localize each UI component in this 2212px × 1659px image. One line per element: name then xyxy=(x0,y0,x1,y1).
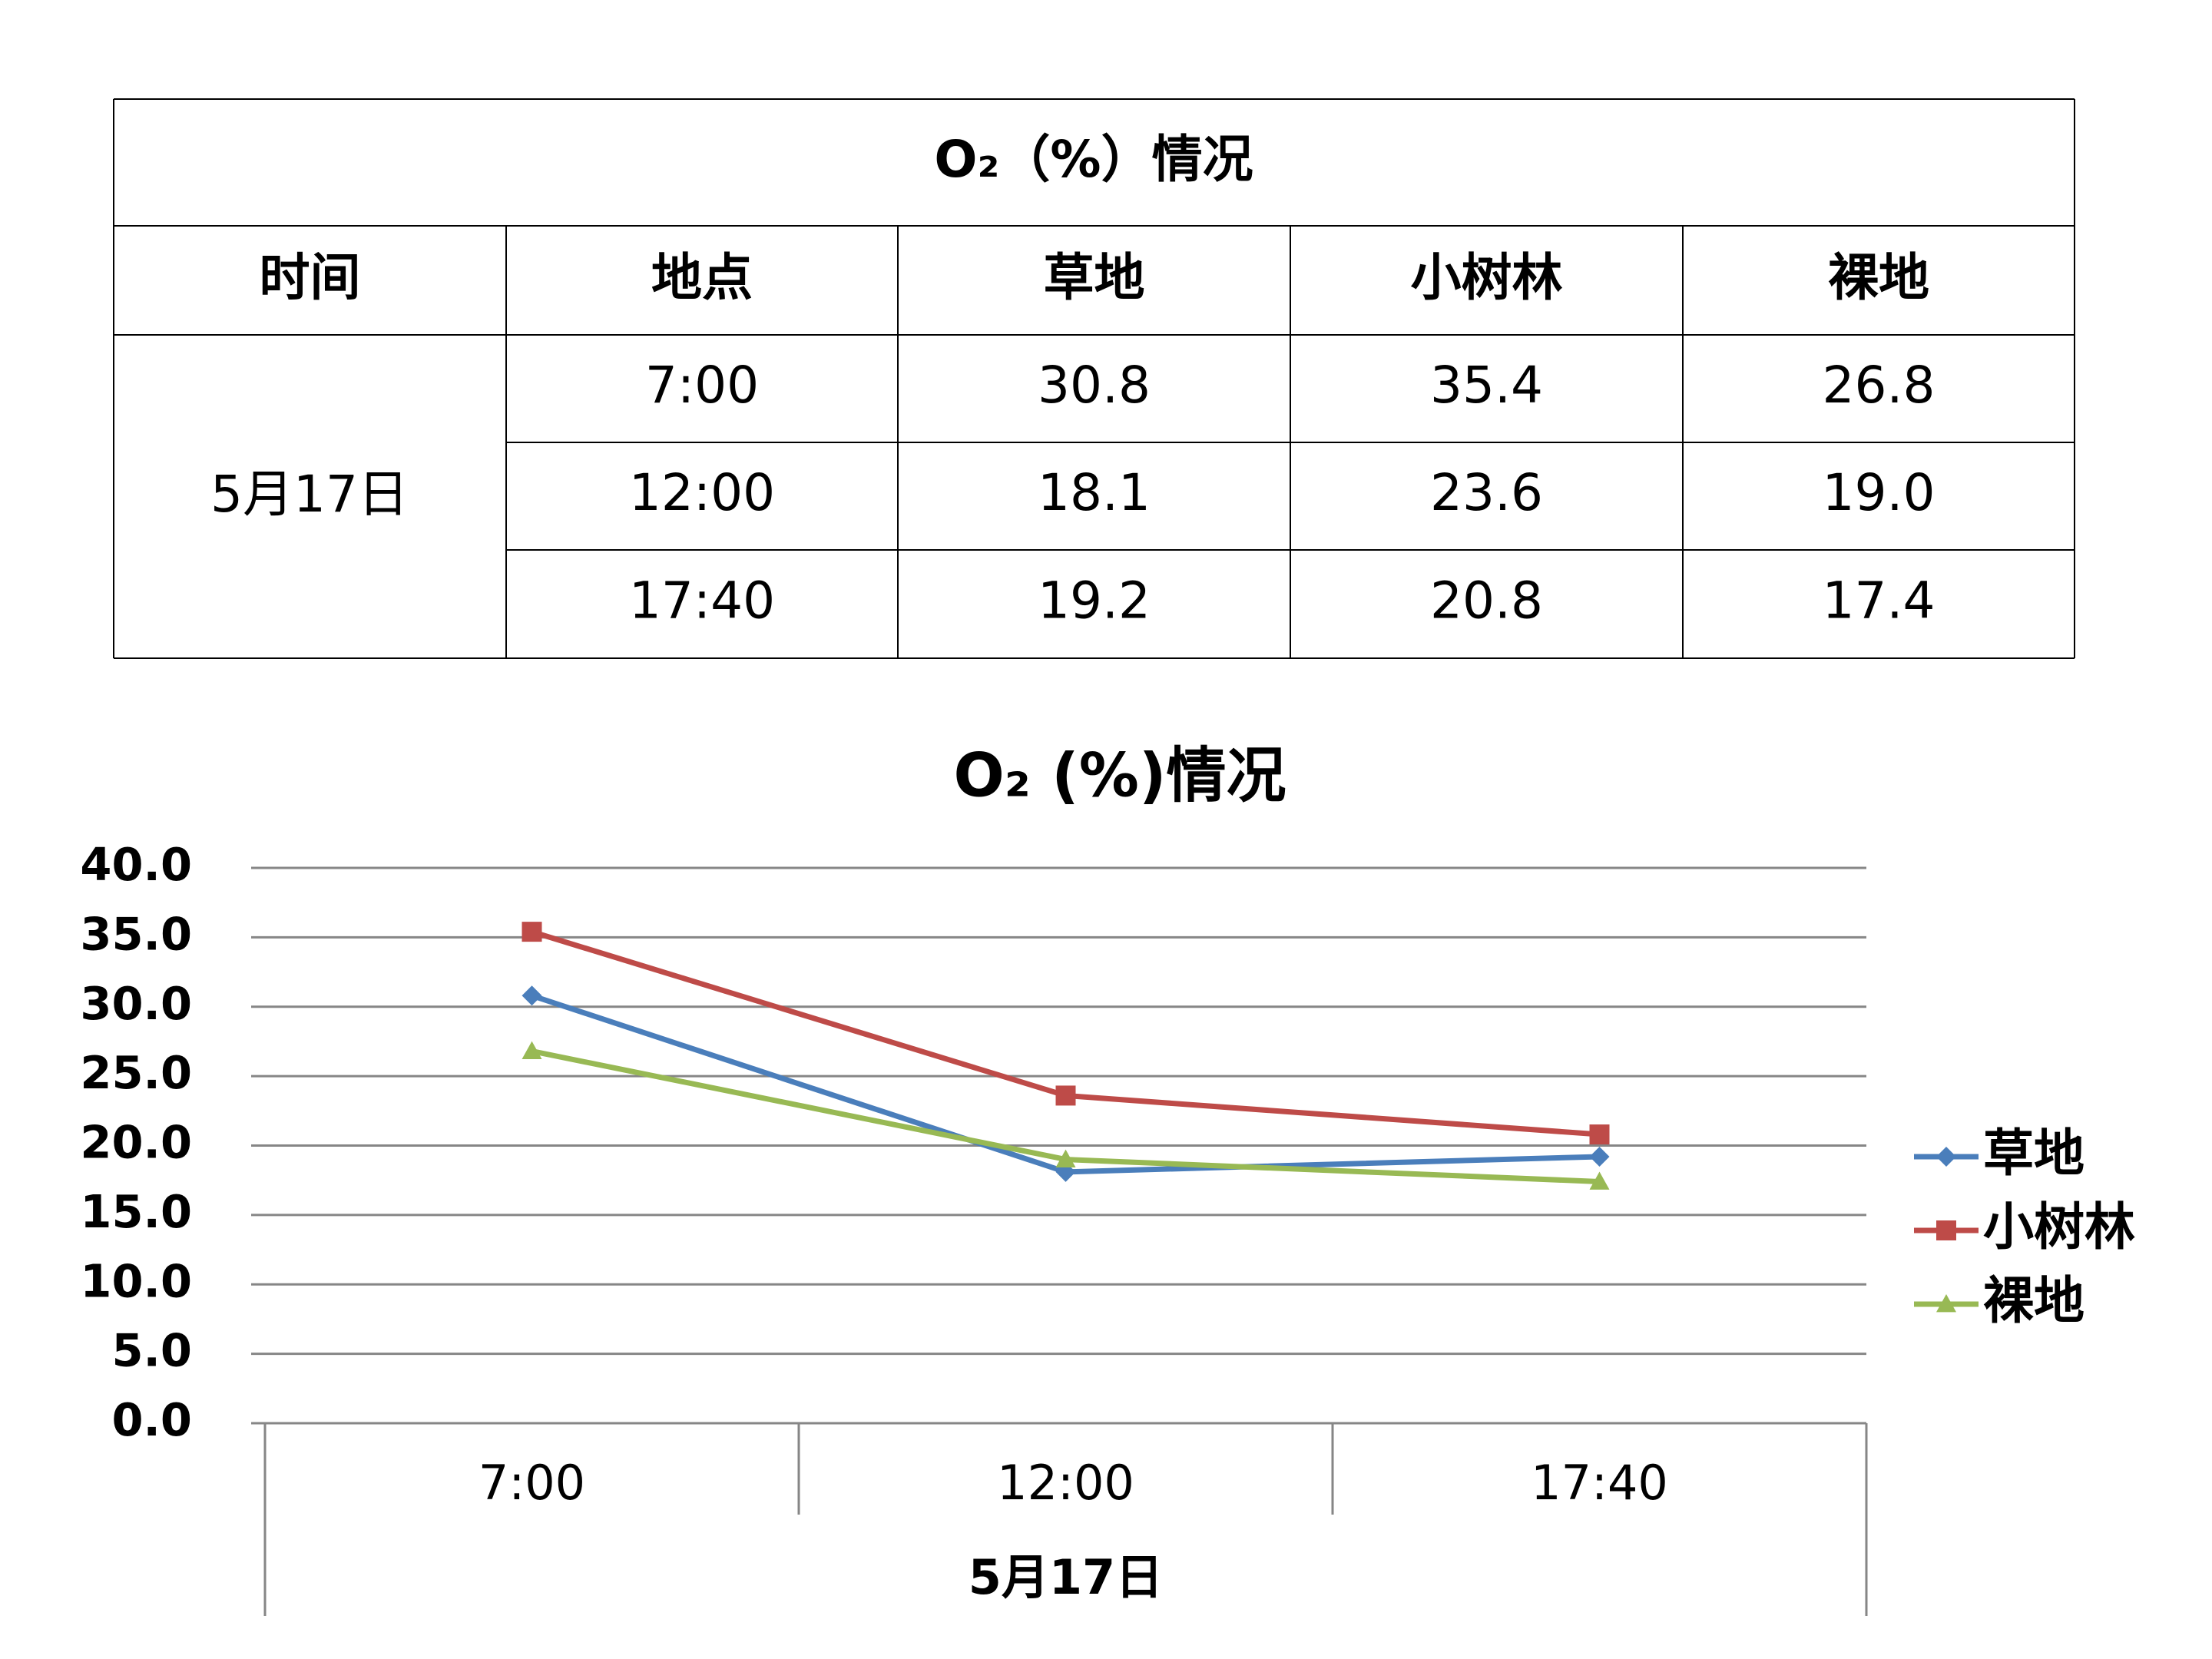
table-header: 小树林 xyxy=(1411,248,1563,307)
table-cell: 30.8 xyxy=(1038,356,1151,415)
x-tick-label: 7:00 xyxy=(478,1455,585,1511)
legend-marker xyxy=(1936,1294,1956,1313)
table-header: 草地 xyxy=(1044,248,1145,307)
point xyxy=(1055,1149,1076,1167)
y-tick-label: 20.0 xyxy=(80,1116,192,1169)
y-tick-label: 5.0 xyxy=(111,1324,192,1377)
y-tick-label: 35.0 xyxy=(80,907,192,960)
table-header: 时间 xyxy=(260,248,361,307)
legend-label: 裸地 xyxy=(1983,1271,2085,1330)
y-tick-label: 40.0 xyxy=(80,838,192,891)
table-cell: 17.4 xyxy=(1823,571,1936,631)
y-tick-label: 25.0 xyxy=(80,1046,192,1099)
table-cell: 7:00 xyxy=(645,356,759,415)
table-cell: 19.0 xyxy=(1823,463,1936,522)
legend-label: 草地 xyxy=(1983,1124,2085,1183)
point xyxy=(522,1041,542,1059)
x-tick-label: 12:00 xyxy=(997,1455,1134,1511)
x-tick-label: 17:40 xyxy=(1531,1455,1668,1511)
point xyxy=(522,985,542,1006)
point xyxy=(1589,1146,1610,1167)
point xyxy=(1589,1124,1610,1145)
table-cell: 20.8 xyxy=(1430,571,1543,631)
table-cell: 12:00 xyxy=(629,463,775,522)
table-cell: 19.2 xyxy=(1038,571,1151,631)
table-cell: 26.8 xyxy=(1823,356,1936,415)
point xyxy=(522,922,542,942)
y-tick-label: 15.0 xyxy=(80,1185,192,1238)
point xyxy=(1055,1085,1076,1106)
table-date: 5月17日 xyxy=(210,465,409,524)
point xyxy=(1589,1171,1610,1190)
table-header: 裸地 xyxy=(1828,248,1929,307)
legend-label: 小树林 xyxy=(1983,1197,2135,1257)
table-cell: 18.1 xyxy=(1038,463,1151,522)
table-header: 地点 xyxy=(651,248,753,307)
chart-title: O₂ (%)情况 xyxy=(953,741,1286,810)
legend-marker xyxy=(1936,1220,1956,1240)
table-title: O₂（%）情况 xyxy=(934,130,1253,189)
legend-marker xyxy=(1936,1147,1956,1167)
y-tick-label: 0.0 xyxy=(111,1393,192,1446)
x-group-label: 5月17日 xyxy=(969,1549,1163,1605)
y-tick-label: 10.0 xyxy=(80,1254,192,1307)
y-tick-label: 30.0 xyxy=(80,977,192,1030)
table-cell: 35.4 xyxy=(1430,356,1543,415)
table-cell: 17:40 xyxy=(629,571,775,631)
table-cell: 23.6 xyxy=(1430,463,1543,522)
